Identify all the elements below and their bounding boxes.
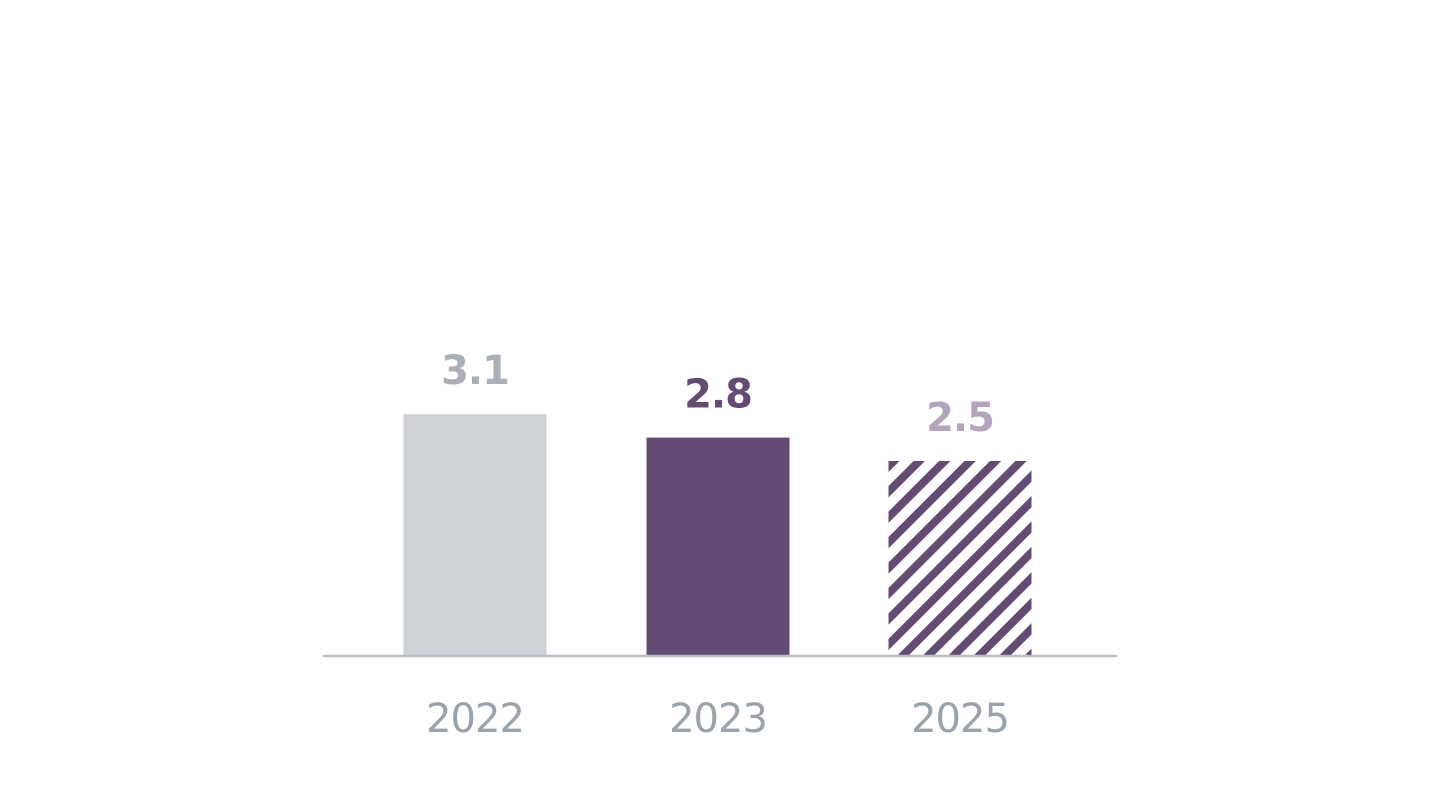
- tick-label-2022: 2022: [426, 696, 524, 742]
- bars-layer: [403, 414, 1032, 656]
- value-label-2025: 2.5: [926, 395, 994, 441]
- tick-label-2023: 2023: [669, 696, 767, 742]
- value-label-2022: 3.1: [441, 348, 509, 394]
- bar-2022: [403, 414, 547, 656]
- tick-label-2025: 2025: [911, 696, 1009, 742]
- value-labels-layer: 3.1 2.8 2.5: [441, 348, 995, 441]
- bar-2025: [888, 461, 1032, 656]
- tick-labels-layer: 2022 2023 2025: [426, 696, 1010, 742]
- bar-2023: [646, 437, 790, 656]
- value-label-2023: 2.8: [684, 372, 752, 418]
